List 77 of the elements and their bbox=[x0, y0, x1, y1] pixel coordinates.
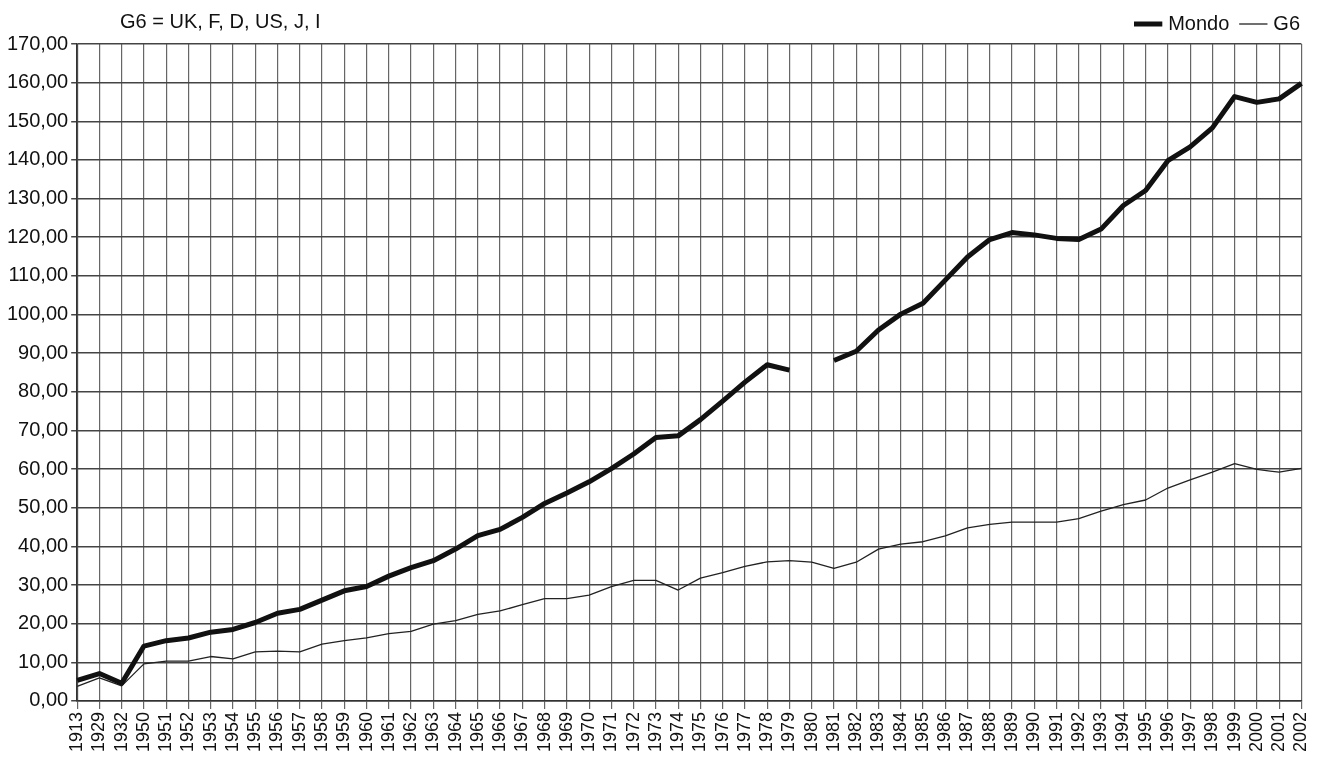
x-tick-label: 1994 bbox=[1112, 711, 1133, 752]
y-tick-label: 100,00 bbox=[7, 302, 69, 325]
x-tick-label: 1968 bbox=[533, 711, 554, 752]
x-tick-label: 1957 bbox=[288, 711, 309, 752]
x-tick-label: 1989 bbox=[1001, 711, 1022, 752]
x-tick-label: 1973 bbox=[644, 711, 665, 752]
x-tick-label: 1913 bbox=[66, 711, 87, 752]
x-tick-label: 1963 bbox=[422, 711, 443, 752]
y-tick-label: 20,00 bbox=[18, 611, 69, 634]
x-tick-label: 1990 bbox=[1023, 711, 1044, 752]
y-tick-label: 80,00 bbox=[18, 379, 69, 402]
x-tick-label: 1996 bbox=[1156, 711, 1177, 752]
x-tick-label: 1987 bbox=[956, 711, 977, 752]
x-tick-label: 1993 bbox=[1090, 711, 1111, 752]
x-tick-label: 1984 bbox=[889, 711, 910, 752]
x-tick-label: 1954 bbox=[221, 711, 242, 752]
x-tick-label: 1965 bbox=[466, 711, 487, 752]
x-tick-label: 1962 bbox=[400, 711, 421, 752]
y-tick-label: 90,00 bbox=[18, 340, 69, 363]
y-tick-label: 110,00 bbox=[8, 263, 69, 286]
legend-label: Mondo bbox=[1168, 11, 1230, 34]
x-tick-label: 1950 bbox=[132, 711, 153, 752]
x-tick-label: 1978 bbox=[756, 711, 777, 752]
x-tick-label: 1975 bbox=[689, 711, 710, 752]
y-tick-label: 170,00 bbox=[7, 31, 69, 54]
x-tick-label: 2001 bbox=[1268, 711, 1289, 752]
x-tick-label: 1964 bbox=[444, 711, 465, 752]
y-tick-label: 0,00 bbox=[29, 688, 69, 711]
x-tick-label: 1981 bbox=[822, 711, 843, 752]
x-tick-label: 2000 bbox=[1245, 711, 1266, 752]
x-tick-label: 1972 bbox=[622, 711, 643, 752]
x-tick-label: 1970 bbox=[578, 711, 599, 752]
y-tick-label: 160,00 bbox=[7, 70, 69, 93]
x-tick-label: 1980 bbox=[800, 711, 821, 752]
x-tick-label: 1995 bbox=[1134, 711, 1155, 752]
text: G6 = UK, F, D, US, J, I bbox=[120, 9, 321, 32]
legend-label: G6 bbox=[1273, 11, 1301, 34]
x-tick-label: 1979 bbox=[778, 711, 799, 752]
x-tick-label: 1983 bbox=[867, 711, 888, 752]
x-tick-label: 1982 bbox=[845, 711, 866, 752]
y-tick-label: 70,00 bbox=[18, 417, 69, 440]
x-tick-label: 1969 bbox=[555, 711, 576, 752]
x-tick-label: 1977 bbox=[733, 711, 754, 752]
x-tick-label: 1999 bbox=[1223, 711, 1244, 752]
y-tick-label: 130,00 bbox=[7, 186, 69, 209]
x-tick-label: 1985 bbox=[911, 711, 932, 752]
x-tick-label: 2002 bbox=[1290, 711, 1311, 752]
x-tick-label: 1997 bbox=[1179, 711, 1200, 752]
x-tick-label: 1958 bbox=[310, 711, 331, 752]
x-tick-label: 1960 bbox=[355, 711, 376, 752]
x-tick-label: 1932 bbox=[110, 711, 131, 752]
x-tick-label: 1952 bbox=[177, 711, 198, 752]
y-tick-label: 40,00 bbox=[18, 533, 69, 556]
x-tick-label: 1971 bbox=[600, 711, 621, 752]
x-tick-label: 1991 bbox=[1045, 711, 1066, 752]
x-tick-label: 1929 bbox=[88, 711, 109, 752]
x-tick-label: 1956 bbox=[266, 711, 287, 752]
y-tick-label: 120,00 bbox=[7, 224, 69, 247]
x-tick-label: 1955 bbox=[244, 711, 265, 752]
x-tick-label: 1961 bbox=[377, 711, 398, 752]
x-tick-label: 1967 bbox=[511, 711, 532, 752]
x-tick-label: 1992 bbox=[1067, 711, 1088, 752]
x-tick-label: 1976 bbox=[711, 711, 732, 752]
x-tick-label: 1986 bbox=[934, 711, 955, 752]
y-tick-label: 10,00 bbox=[18, 649, 69, 672]
y-tick-label: 150,00 bbox=[7, 108, 69, 131]
x-tick-label: 1966 bbox=[489, 711, 510, 752]
x-tick-label: 1974 bbox=[667, 711, 688, 752]
y-tick-label: 60,00 bbox=[18, 456, 69, 479]
x-tick-label: 1959 bbox=[333, 711, 354, 752]
y-tick-label: 50,00 bbox=[18, 495, 69, 518]
x-tick-label: 1988 bbox=[978, 711, 999, 752]
y-tick-label: 30,00 bbox=[18, 572, 69, 595]
x-tick-label: 1998 bbox=[1201, 711, 1222, 752]
x-tick-label: 1951 bbox=[155, 711, 176, 752]
y-tick-label: 140,00 bbox=[7, 147, 69, 170]
x-tick-label: 1953 bbox=[199, 711, 220, 752]
